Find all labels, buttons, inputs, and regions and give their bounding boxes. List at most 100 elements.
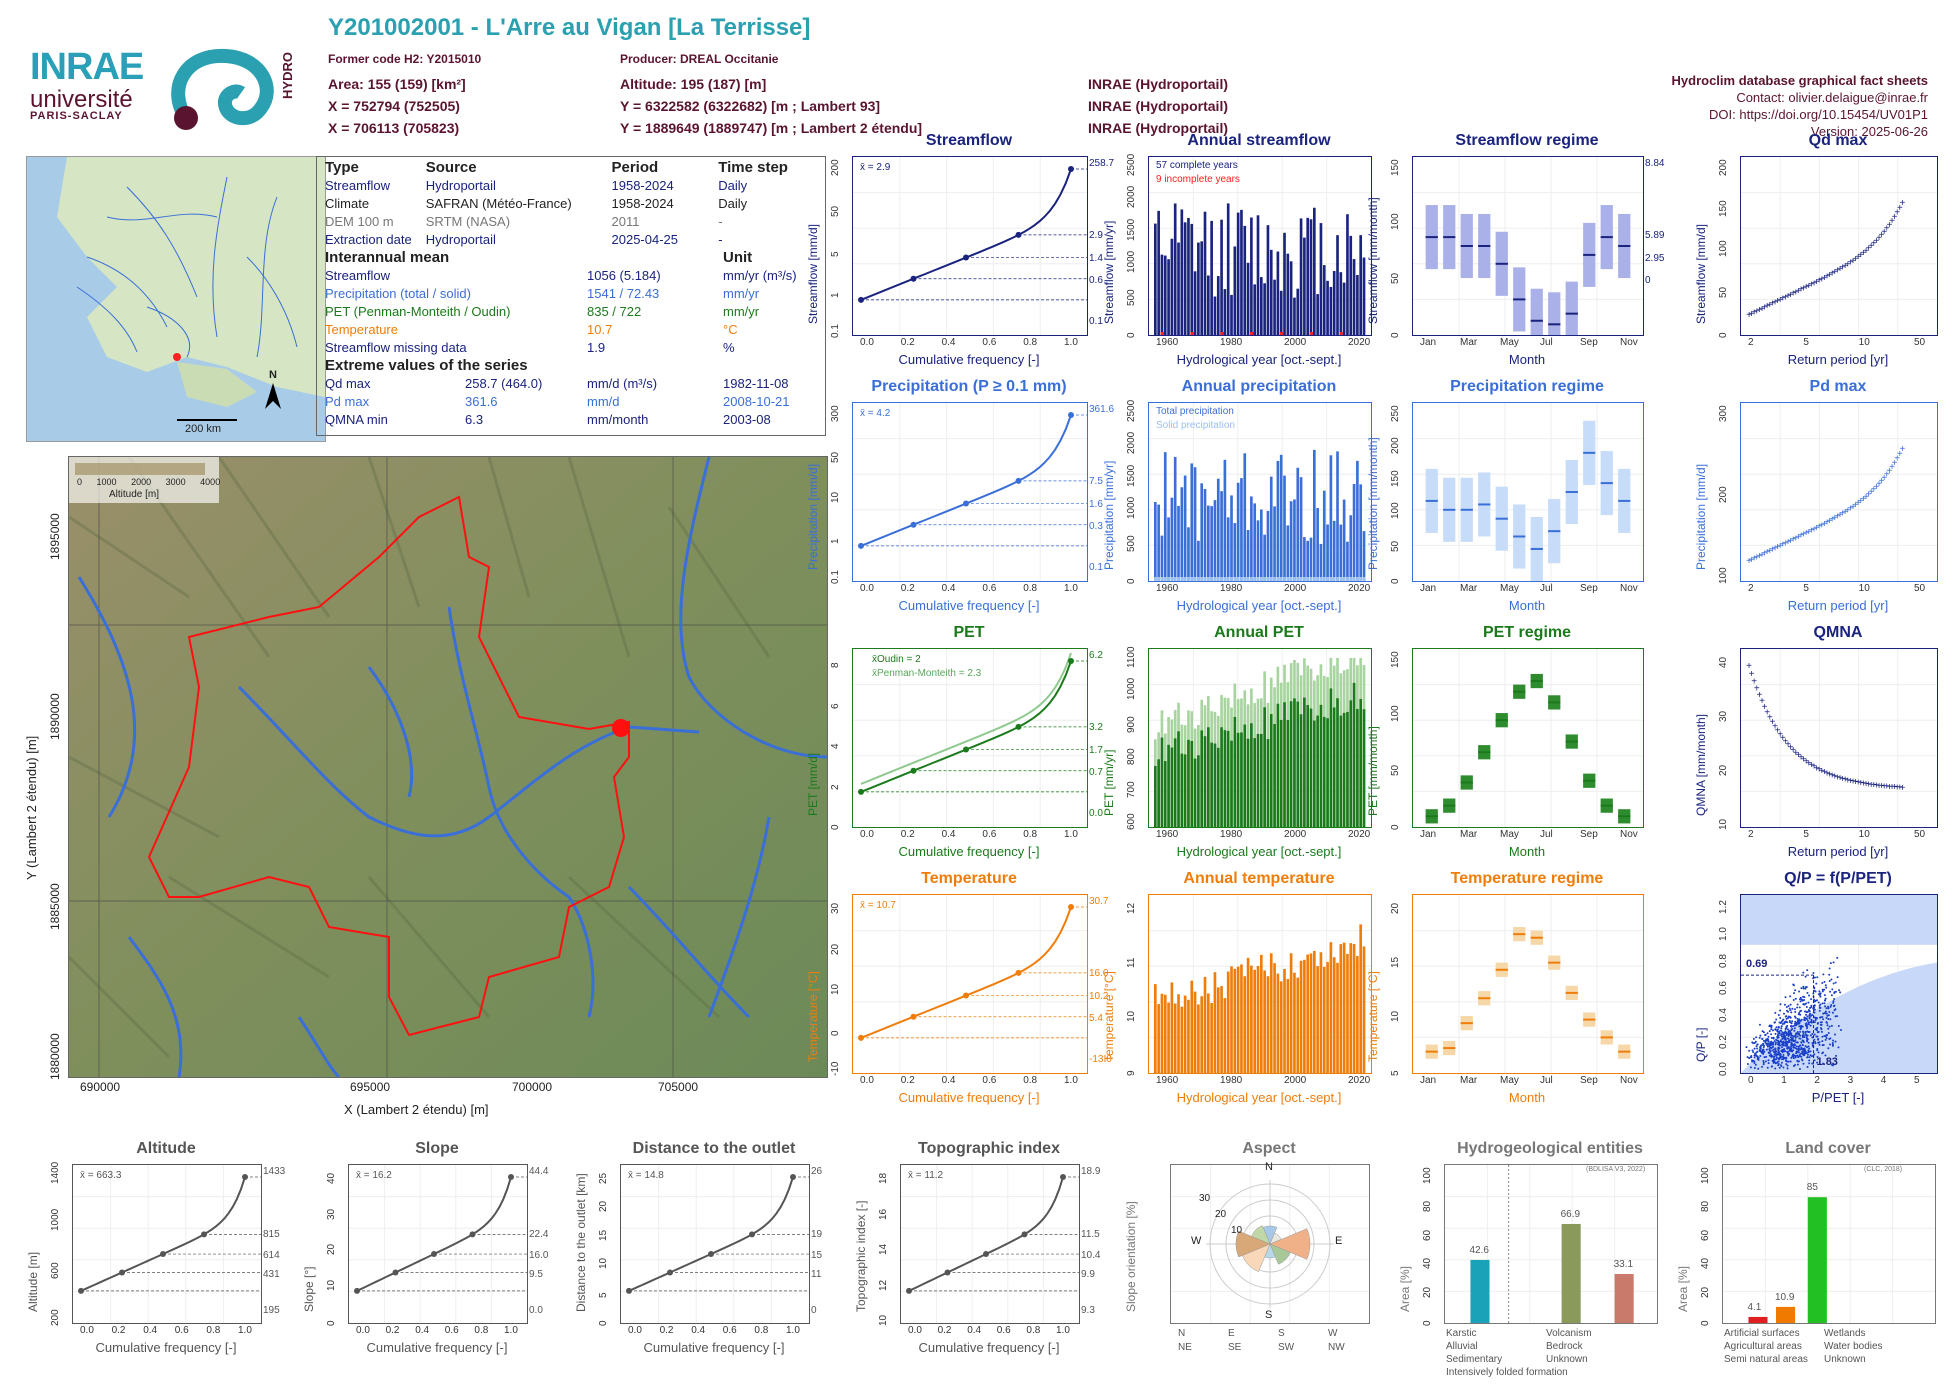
temperature_regime-title: Temperature regime [1450, 870, 1604, 887]
qp-point [1806, 1053, 1809, 1056]
qp-point [1779, 1003, 1782, 1006]
pet-right-label: 6.2 [1089, 650, 1103, 661]
streamflow-title: Streamflow [925, 132, 1013, 149]
annual-bar [1322, 265, 1326, 335]
temperature-xtick: 1.0 [1064, 1075, 1078, 1086]
xtick: 705000 [658, 1080, 699, 1094]
qp-point [1825, 1037, 1828, 1040]
topographic-right-label: 11.5 [1081, 1229, 1100, 1241]
annual-bar [1332, 271, 1336, 335]
aspect-sector [1269, 1243, 1291, 1265]
plus-marker: + [1847, 776, 1853, 787]
precipitation-right-label: 0.3 [1089, 520, 1103, 532]
annual-bar [1170, 747, 1174, 827]
hydrogeo-legend-item: Bedrock [1546, 1341, 1583, 1352]
annual_precipitation-xtick: 1980 [1220, 583, 1243, 594]
qd_max-xlabel: Return period [yr] [1787, 352, 1889, 367]
qp-point [1792, 998, 1795, 1001]
annual-bar [1200, 241, 1204, 335]
qp-point [1751, 1049, 1754, 1052]
qp-point [1783, 1031, 1786, 1034]
precipitation-xtick: 0.4 [941, 583, 956, 594]
qp-point [1813, 1033, 1816, 1036]
annual-bar [1163, 452, 1167, 581]
qp-point [1824, 1038, 1827, 1041]
pet-plot-area [852, 648, 1088, 828]
annual-bar [1163, 994, 1167, 1073]
hydrogeo-legend-item: Intensively folded formation [1446, 1367, 1568, 1378]
temperature-right-label: 10.2 [1089, 991, 1109, 1003]
cell: % [723, 340, 735, 355]
qp-point [1816, 1035, 1819, 1038]
qp-point [1787, 1016, 1790, 1019]
qp-xtick: 5 [1914, 1075, 1920, 1086]
plus-marker: + [1871, 780, 1877, 791]
cdf-line [860, 168, 1072, 301]
qp-point [1784, 1044, 1787, 1047]
cdf-line [80, 1176, 246, 1292]
annual-bar [1299, 477, 1303, 581]
pet_regime-xtick: May [1500, 829, 1519, 840]
plus-marker: + [1819, 766, 1825, 777]
qp-point [1790, 1022, 1793, 1025]
solid-precip-bar [1352, 577, 1356, 581]
altitude-right-label: 431 [263, 1268, 280, 1280]
qp-point [1821, 981, 1824, 984]
distance-ytick: 25 [598, 1172, 609, 1184]
annual_streamflow-ytick: 2000 [1126, 186, 1137, 209]
database-info: Hydroclim database graphical fact sheets… [1672, 72, 1928, 140]
annual-bar [1173, 1003, 1177, 1073]
qp-point [1775, 1026, 1778, 1029]
qp-point [1775, 1038, 1778, 1041]
qp-point [1832, 982, 1835, 985]
qp-point [1774, 1011, 1777, 1014]
cell: 2003-08 [723, 412, 771, 427]
annual-bar [1336, 235, 1339, 335]
qp-point [1777, 1013, 1780, 1016]
pet-plot-svg [853, 649, 1087, 827]
precipitation-right-label: 361.6 [1089, 404, 1115, 415]
plus-marker: + [1782, 538, 1788, 549]
annual_streamflow-title: Annual streamflow [1187, 132, 1331, 149]
qp-point [1793, 1008, 1796, 1011]
solid-precip-bar [1246, 577, 1250, 581]
annual-bar [1352, 682, 1356, 827]
landcover-ytick: 80 [1700, 1201, 1711, 1213]
plus-marker: + [1772, 543, 1778, 554]
annual-bar [1352, 943, 1356, 1073]
annual-bar [1362, 257, 1366, 335]
altitude-ytick: 1400 [50, 1161, 61, 1184]
database-title: Hydroclim database graphical fact sheets [1671, 73, 1928, 88]
aspect-plot-area [1170, 1164, 1370, 1324]
qp-point [1805, 1013, 1808, 1016]
qd_max-xtick: 10 [1858, 337, 1870, 348]
qp-point [1767, 1059, 1770, 1062]
plus-marker: + [1897, 203, 1903, 214]
doi: DOI: https://doi.org/10.15454/UV01P1 [1709, 107, 1928, 122]
plus-marker: + [1806, 281, 1812, 292]
x-lambert93: X = 752794 (752505) [328, 98, 460, 114]
annual-bar [1203, 488, 1207, 581]
qp-point [1818, 1043, 1821, 1046]
qp-point [1787, 1033, 1790, 1036]
qp-point [1797, 1048, 1800, 1051]
annual-bar [1253, 969, 1257, 1073]
qp-point [1808, 1047, 1811, 1050]
streamflow-ytick: 50 [830, 205, 841, 217]
qp-point [1806, 969, 1809, 972]
qp-point [1808, 1007, 1811, 1010]
plus-marker: + [1749, 309, 1755, 320]
qp-point [1785, 1040, 1788, 1043]
annual-bar [1230, 740, 1233, 827]
qp-point [1816, 1026, 1819, 1029]
annual-bar [1253, 284, 1257, 335]
distance-ytick: 15 [598, 1229, 609, 1241]
qp-point [1818, 1009, 1821, 1012]
temperature_regime-xtick: Jul [1540, 1075, 1553, 1086]
annual-bar [1266, 976, 1270, 1073]
solid-precip-bar [1253, 577, 1257, 581]
solid-precip-bar [1306, 577, 1310, 581]
annual-bar [1203, 976, 1207, 1073]
plus-marker: + [1762, 702, 1768, 713]
annual-bar [1359, 699, 1363, 827]
